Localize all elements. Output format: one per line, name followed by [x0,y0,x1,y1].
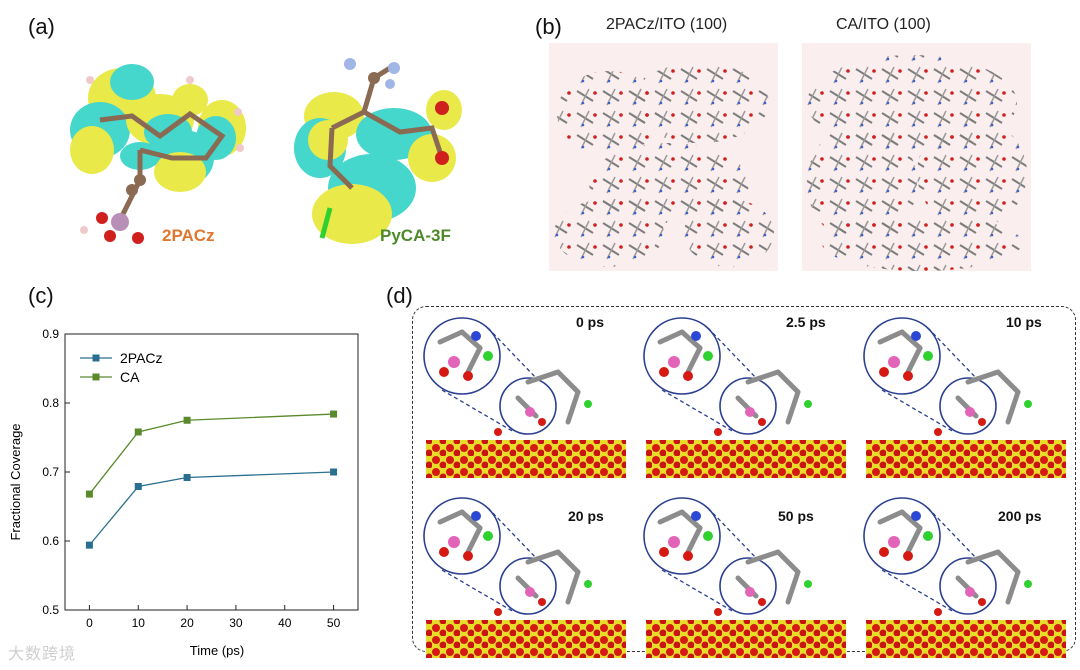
x-tick-label: 50 [327,616,341,630]
data-point [134,428,142,436]
data-point [330,410,338,418]
data-point [330,468,338,476]
snapshot-time-label: 50 ps [778,508,814,524]
panel-c-label: (c) [28,283,54,308]
snapshot-time-label: 20 ps [568,508,604,524]
aimd-snapshot [418,312,628,482]
data-point [134,482,142,490]
aimd-snapshot [858,312,1068,482]
md-title-2pacz-ito: 2PACz/ITO (100) [606,16,728,33]
series-line-ca [88,413,334,495]
molecule-label-pyca3f: PyCA-3F [380,226,451,245]
y-tick-label: 0.8 [42,396,59,410]
x-tick-label: 40 [278,616,292,630]
x-tick-label: 0 [86,616,93,630]
aimd-snapshot [638,492,848,662]
aimd-snapshot [638,312,848,482]
molecule-pyca3f-orbital-image [294,58,462,244]
plot-frame [64,333,359,611]
snapshot-time-label: 2.5 ps [786,314,826,330]
y-tick-label: 0.9 [42,327,59,341]
x-tick-label: 20 [180,616,194,630]
data-point [183,416,191,424]
snapshot-time-label: 0 ps [576,314,605,330]
snapshot-time-label: 200 ps [998,508,1042,524]
y-tick-label: 0.7 [42,465,59,479]
md-snapshot-2pacz-ito [549,43,778,271]
coverage-chart: 0 10 20 30 40 50 0.5 0.6 0.7 0.8 0.9 2PACz CA Time … [8,327,359,658]
aimd-snapshot [858,492,1068,662]
x-tick-label: 10 [132,616,146,630]
legend-marker [92,354,100,362]
molecule-label-2pacz: 2PACz [162,226,215,245]
panel-d-label: (d) [386,283,413,308]
panel-a-label: (a) [28,14,55,39]
y-tick-label: 0.6 [42,534,59,548]
series-line-2pacz [88,471,334,546]
y-axis-label: Fractional Coverage [8,423,23,540]
aimd-snapshot [418,492,628,662]
data-point [85,541,93,549]
legend-label: 2PACz [120,350,163,366]
y-tick-label: 0.5 [42,603,59,617]
data-point [183,474,191,482]
snapshot-time-label: 10 ps [1006,314,1042,330]
molecule-2pacz-orbital-image [70,64,246,244]
md-title-ca-ito: CA/ITO (100) [836,16,931,33]
legend-label: CA [120,369,140,385]
data-point [85,490,93,498]
legend-marker [92,373,100,381]
md-snapshot-ca-ito [802,43,1031,271]
x-tick-label: 30 [229,616,243,630]
watermark: 大数跨境 [8,646,77,663]
panel-b-label: (b) [535,14,562,39]
x-axis-label: Time (ps) [190,643,244,658]
